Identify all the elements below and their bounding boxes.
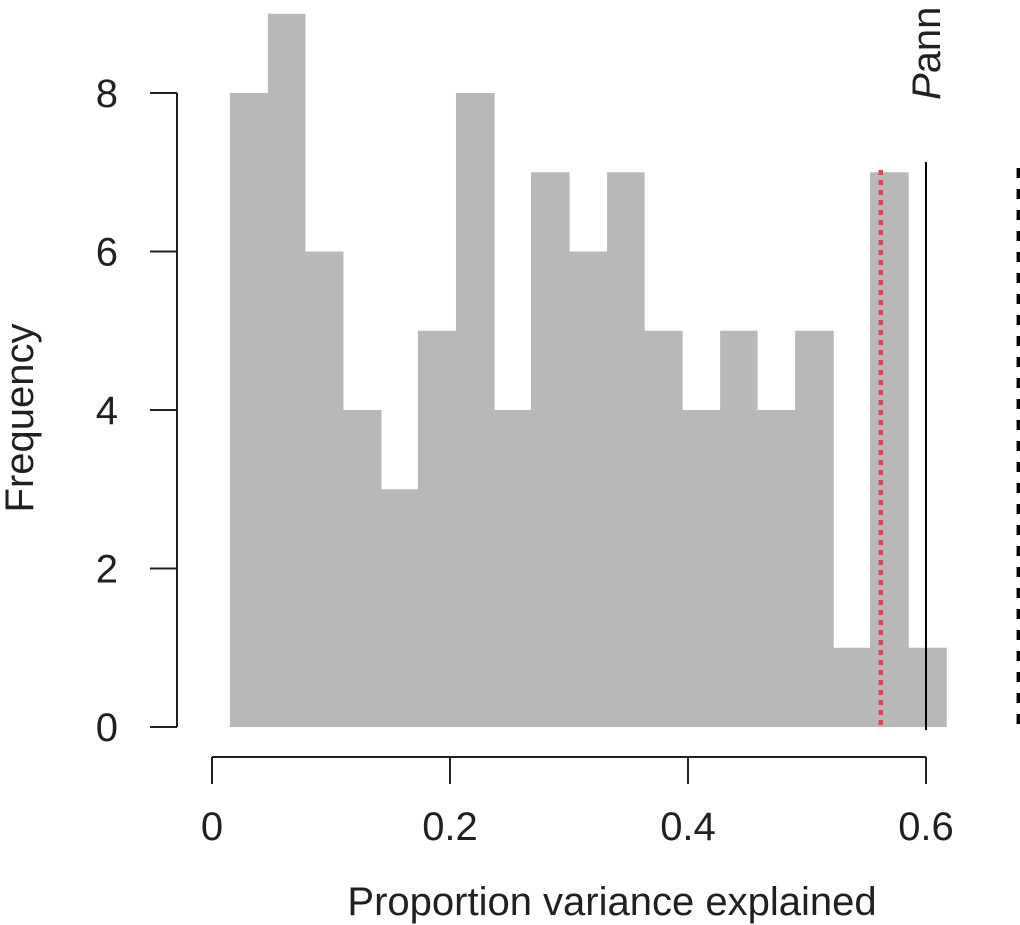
- x-axis-ticks: 0 0.2 0.4 0.6: [201, 757, 954, 849]
- reference-line-label: Pann: [905, 7, 949, 100]
- y-tick-label: 4: [96, 389, 118, 433]
- x-tick-label: 0: [201, 805, 223, 849]
- x-axis-title: Proportion variance explained: [347, 880, 876, 924]
- histogram-bar: [757, 410, 796, 727]
- y-tick-label: 2: [96, 548, 118, 592]
- histogram-bars: [229, 13, 947, 727]
- histogram-bar: [569, 251, 608, 727]
- y-tick-label: 6: [96, 231, 118, 275]
- histogram-bar: [267, 13, 306, 727]
- reference-line-label-italic: P: [905, 73, 949, 100]
- y-axis-title: Frequency: [0, 324, 42, 513]
- histogram-bar: [304, 251, 344, 727]
- histogram-bar: [870, 172, 909, 727]
- histogram-bar: [643, 330, 683, 727]
- histogram-bar: [607, 172, 645, 727]
- x-tick-label: 0.6: [898, 805, 954, 849]
- histogram-bar: [494, 410, 532, 727]
- histogram-bar: [720, 330, 758, 727]
- x-axis: 0 0.2 0.4 0.6: [201, 756, 954, 849]
- x-tick-label: 0.2: [422, 805, 478, 849]
- y-axis-ticks: 0 2 4 6 8: [96, 72, 177, 750]
- histogram-bar: [833, 647, 871, 727]
- histogram-bar: [229, 93, 269, 727]
- reference-lines: [878, 162, 1020, 732]
- y-tick-label: 0: [96, 706, 118, 750]
- histogram-bar: [417, 330, 457, 727]
- y-axis: 0 2 4 6 8: [96, 72, 178, 750]
- histogram-bar: [380, 489, 419, 727]
- histogram-bar: [908, 647, 947, 727]
- histogram-bar: [455, 93, 495, 727]
- histogram-bar: [795, 330, 834, 727]
- reference-line-label-rest: ann: [905, 7, 949, 74]
- histogram-bar: [682, 410, 721, 727]
- y-tick-label: 8: [96, 72, 118, 116]
- histogram-bar: [342, 410, 382, 727]
- histogram-bar: [530, 172, 570, 727]
- x-tick-label: 0.4: [660, 805, 716, 849]
